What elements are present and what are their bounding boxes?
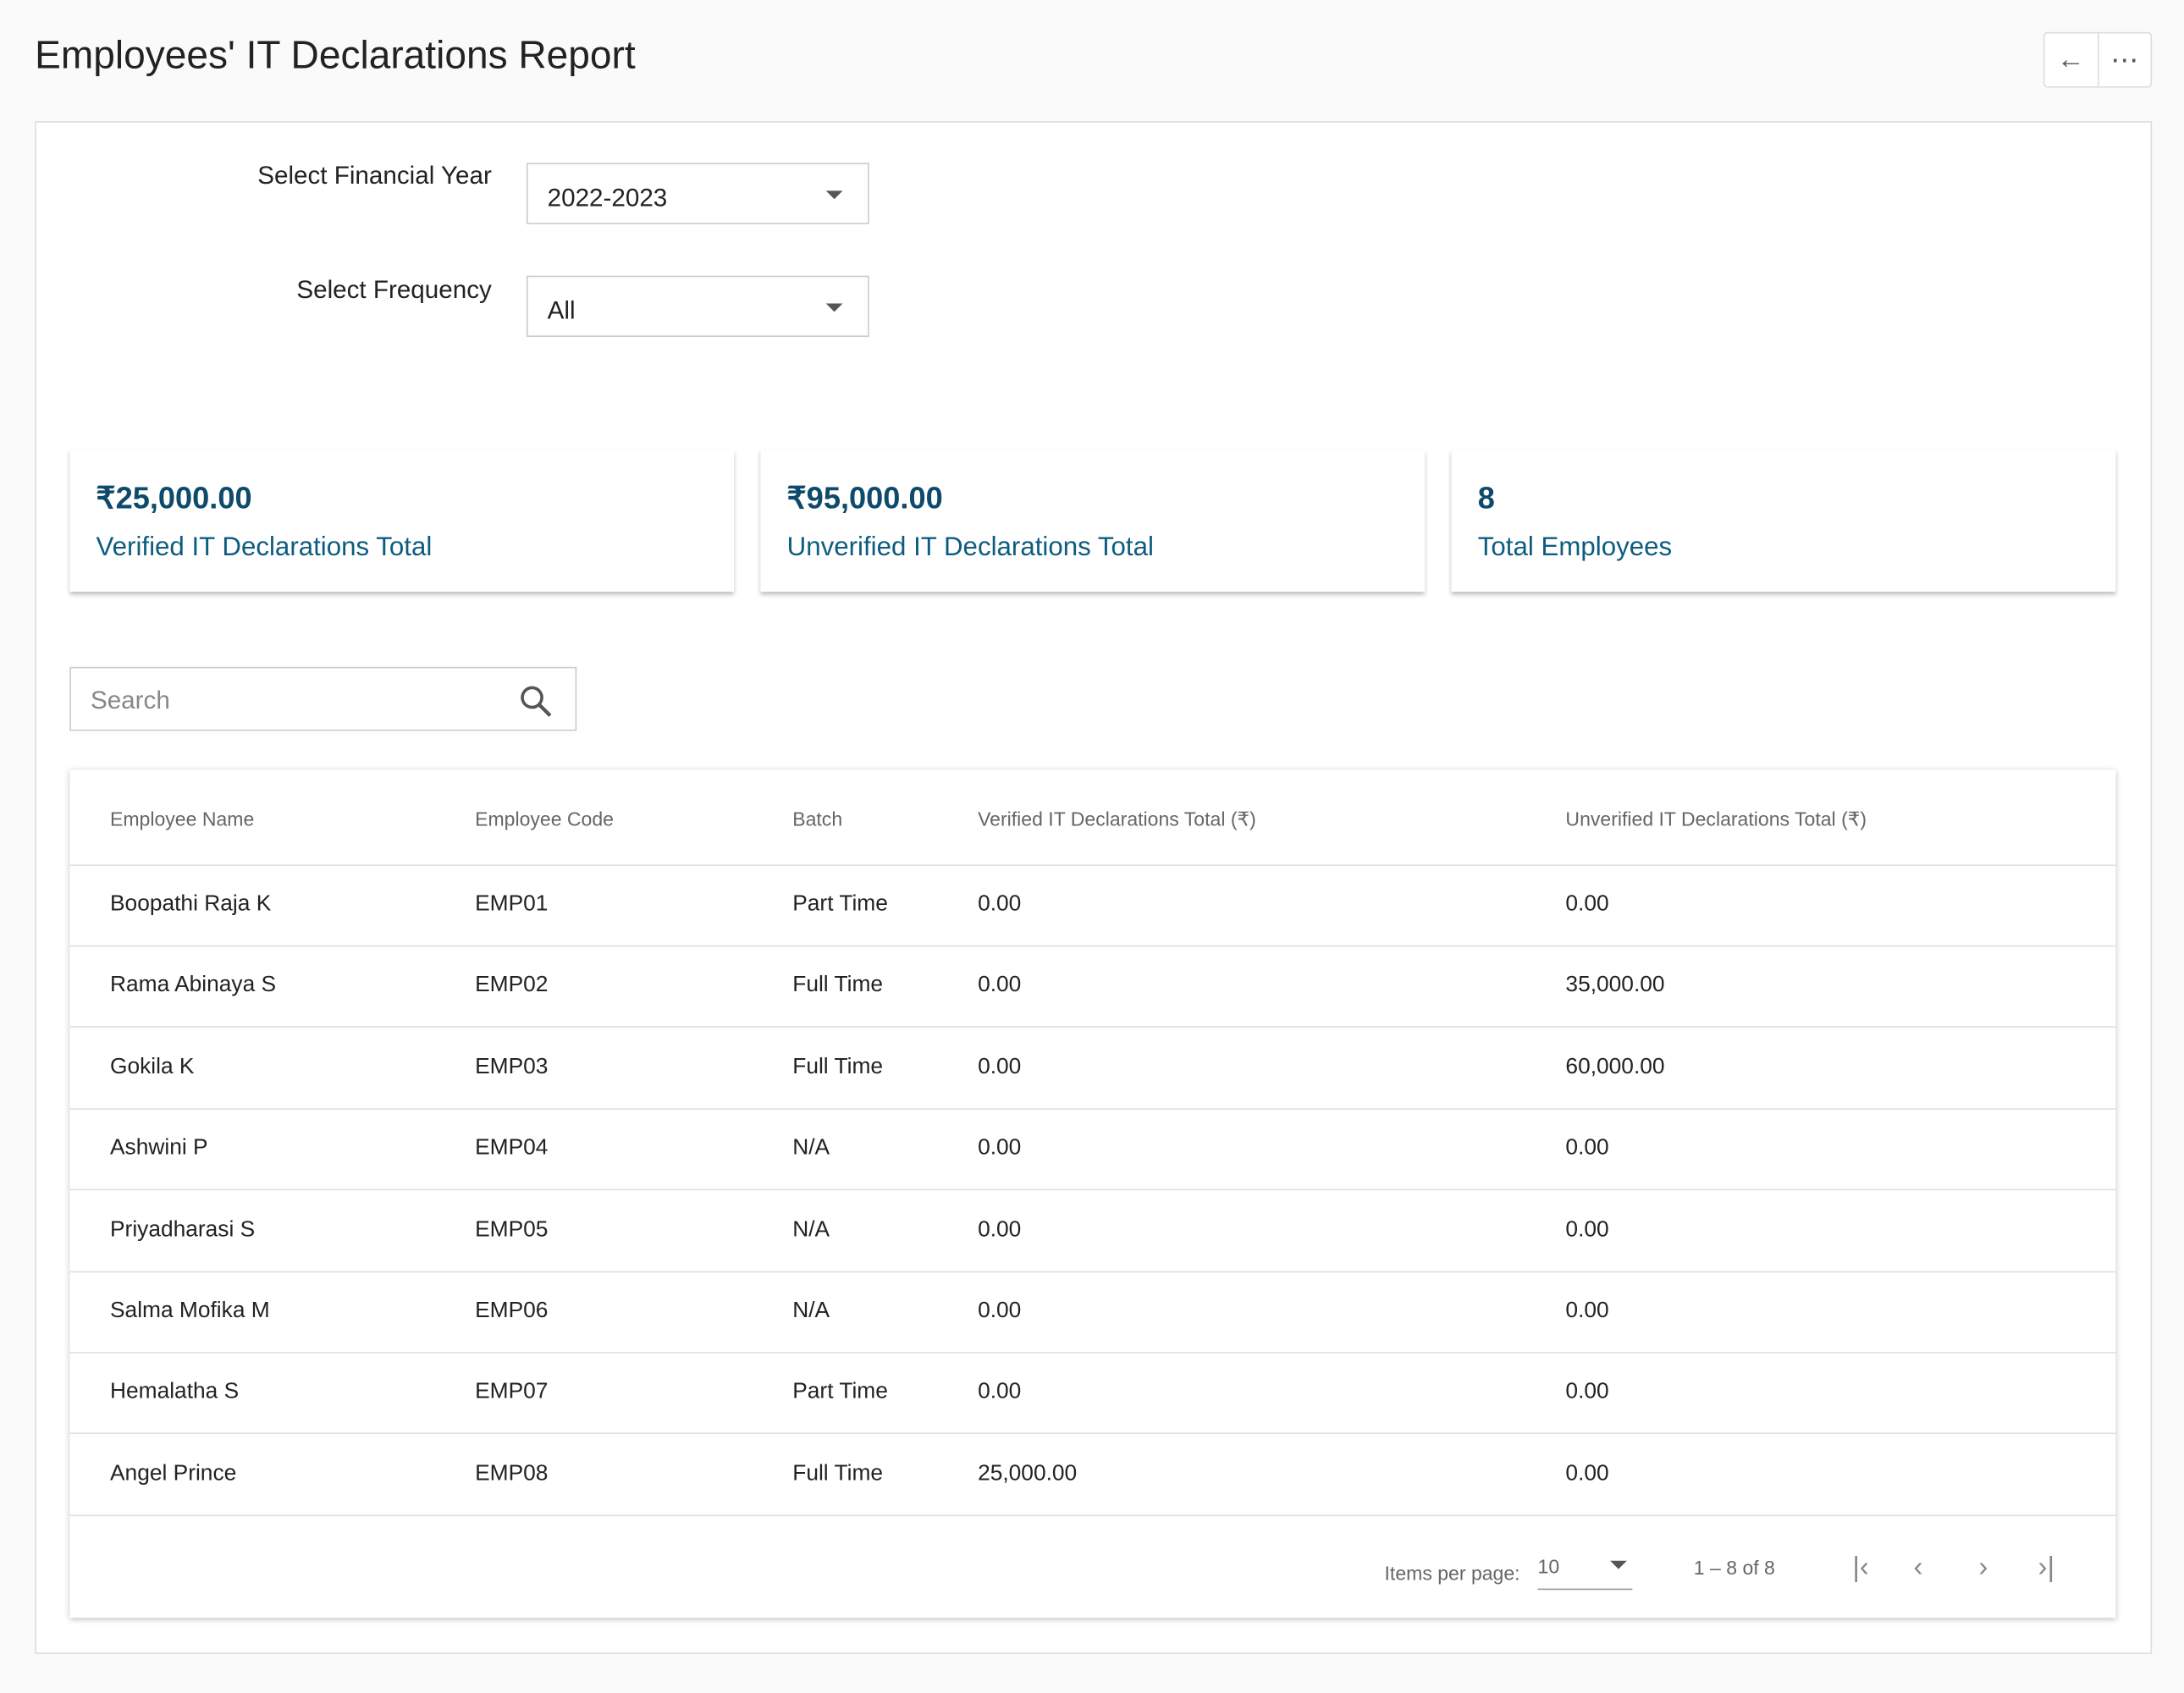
table-cell: Hemalatha S xyxy=(109,1380,240,1404)
row-divider xyxy=(69,1107,2116,1110)
table-cell: 0.00 xyxy=(1565,1299,1609,1323)
card-label: Total Employees xyxy=(1477,532,1673,563)
row-divider xyxy=(69,1270,2116,1272)
table-cell: Boopathi Raja K xyxy=(109,892,272,917)
card-label: Verified IT Declarations Total xyxy=(96,532,433,563)
items-per-page: 10 xyxy=(1537,1555,1560,1578)
next-page[interactable]: › xyxy=(1978,1552,1988,1584)
summary-card: 8 Total Employees xyxy=(1451,449,2116,592)
column-header: Unverified IT Declarations Total (₹) xyxy=(1565,807,1867,830)
table-cell: Full Time xyxy=(792,1055,884,1079)
table-cell: EMP02 xyxy=(475,973,549,998)
card-value: ₹25,000.00 xyxy=(96,480,252,516)
row-divider xyxy=(69,1026,2116,1028)
row-divider xyxy=(69,945,2116,947)
table-cell: Gokila K xyxy=(109,1055,195,1079)
table-cell: 0.00 xyxy=(978,1217,1022,1242)
table-cell: EMP06 xyxy=(475,1299,549,1323)
table-cell: Part Time xyxy=(792,1380,888,1404)
row-divider xyxy=(69,1352,2116,1354)
row-divider xyxy=(69,1514,2116,1516)
card-label: Unverified IT Declarations Total xyxy=(786,532,1154,563)
table-cell: 0.00 xyxy=(1565,1217,1609,1242)
table-cell: 0.00 xyxy=(1565,1380,1609,1404)
table-cell: Full Time xyxy=(792,1461,884,1486)
table-cell: EMP08 xyxy=(475,1461,549,1486)
table-cell: 0.00 xyxy=(978,1055,1022,1079)
prev-page[interactable]: ‹ xyxy=(1913,1552,1923,1584)
table-cell: 0.00 xyxy=(1565,892,1609,917)
table-cell: 0.00 xyxy=(978,973,1022,998)
row-divider xyxy=(69,864,2116,867)
toolbar: ← ⋯ xyxy=(2043,31,2153,88)
table-cell: N/A xyxy=(792,1136,830,1161)
table-cell: N/A xyxy=(792,1217,830,1242)
page-range: 1 – 8 of 8 xyxy=(1693,1556,1775,1580)
table-cell: N/A xyxy=(792,1299,830,1323)
first-page[interactable]: |‹ xyxy=(1852,1552,1869,1584)
filter-label: Select Financial Year xyxy=(257,161,492,190)
card-value: 8 xyxy=(1477,480,1495,516)
table-cell: Priyadharasi S xyxy=(109,1217,256,1242)
summary-card: ₹25,000.00 Verified IT Declarations Total xyxy=(69,449,735,592)
table-cell: 0.00 xyxy=(978,892,1022,917)
table-cell: EMP04 xyxy=(475,1136,549,1161)
items-per-page-label: Items per page: xyxy=(1384,1562,1520,1585)
table-cell: Part Time xyxy=(792,892,888,917)
filter-label: Select Frequency xyxy=(296,275,492,304)
column-header: Employee Name xyxy=(109,807,255,830)
column-header: Batch xyxy=(792,807,843,830)
pager: |‹ ‹ › ›| xyxy=(1852,1552,2054,1585)
frequency-select[interactable]: All xyxy=(526,275,869,338)
table-cell: 0.00 xyxy=(978,1299,1022,1323)
table-cell: 35,000.00 xyxy=(1565,973,1665,998)
table-cell: 0.00 xyxy=(1565,1461,1609,1486)
table-cell: 0.00 xyxy=(978,1380,1022,1404)
table-cell: 0.00 xyxy=(978,1136,1022,1161)
back-button[interactable]: ← xyxy=(2044,33,2099,86)
last-page[interactable]: ›| xyxy=(2038,1552,2055,1584)
table-cell: EMP05 xyxy=(475,1217,549,1242)
summary-card: ₹95,000.00 Unverified IT Declarations Tot… xyxy=(760,449,1426,592)
search-placeholder: Search xyxy=(90,686,170,714)
table-cell: EMP03 xyxy=(475,1055,549,1079)
table-cell: Rama Abinaya S xyxy=(109,973,277,998)
table-cell: Salma Mofika M xyxy=(109,1299,270,1323)
year-select[interactable]: 2022-2023 xyxy=(526,163,869,224)
search-icon xyxy=(521,686,552,717)
table-cell: EMP01 xyxy=(475,892,549,917)
table-cell: 0.00 xyxy=(1565,1136,1609,1161)
table-cell: Angel Prince xyxy=(109,1461,237,1486)
table-cell: 60,000.00 xyxy=(1565,1055,1665,1079)
items-per-page-select[interactable]: 10 xyxy=(1537,1555,1633,1591)
column-header: Verified IT Declarations Total (₹) xyxy=(978,807,1256,830)
row-divider xyxy=(69,1433,2116,1435)
table-cell: Ashwini P xyxy=(109,1136,208,1161)
table-cell: Full Time xyxy=(792,973,884,998)
row-divider xyxy=(69,1188,2116,1191)
table-cell: EMP07 xyxy=(475,1380,549,1404)
table: Items per page: 10 1 – 8 of 8 |‹ ‹ › ›| Emp… xyxy=(69,769,2116,1619)
more-button[interactable]: ⋯ xyxy=(2110,45,2139,76)
search-box[interactable]: Search xyxy=(69,666,577,731)
table-cell: 25,000.00 xyxy=(978,1461,1078,1486)
page-title: Employees' IT Declarations Report xyxy=(35,33,636,77)
column-header: Employee Code xyxy=(475,807,615,830)
card-value: ₹95,000.00 xyxy=(786,480,943,516)
